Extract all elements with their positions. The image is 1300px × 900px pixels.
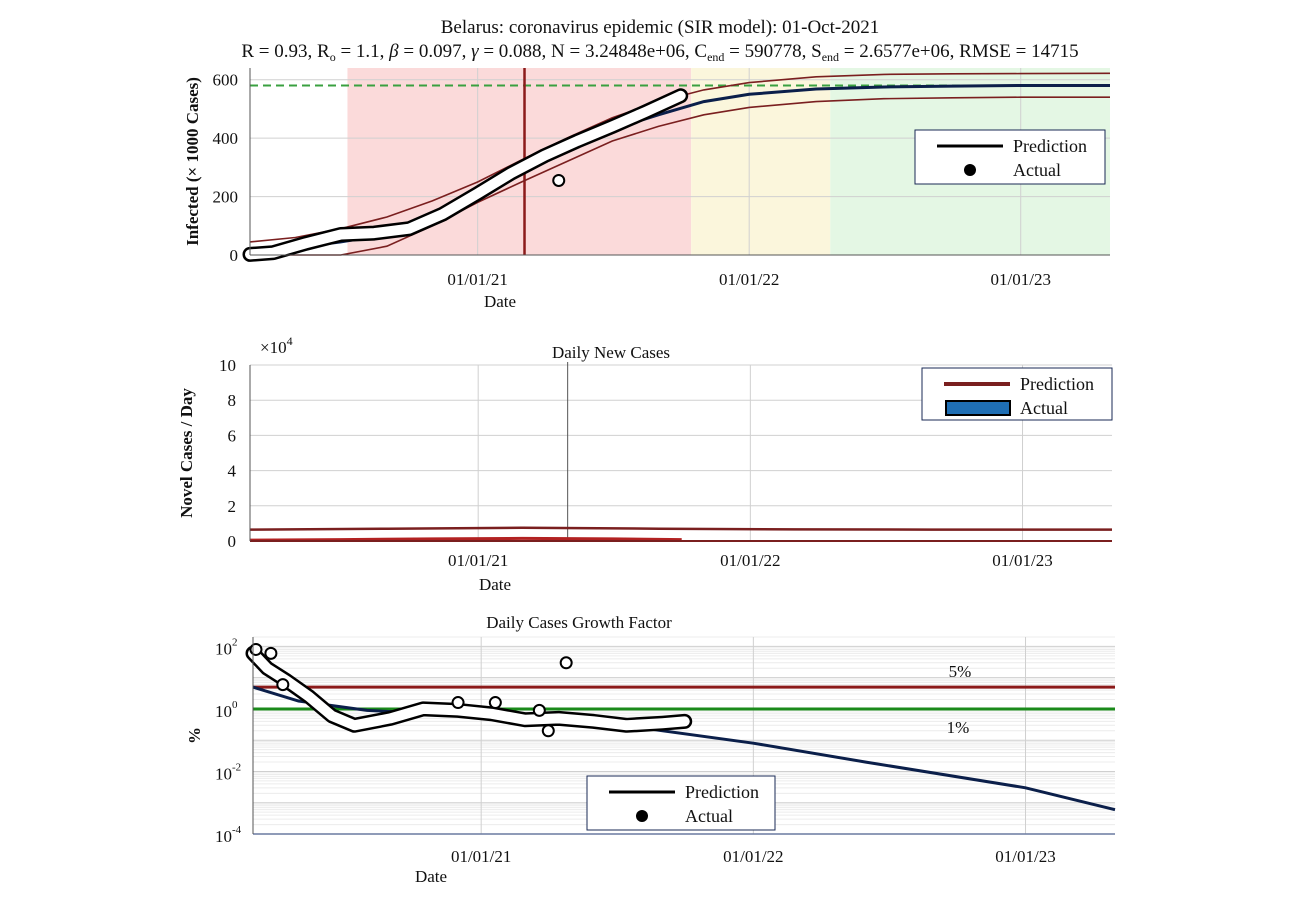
legend-dot-swatch <box>636 810 648 822</box>
growth-actual-line <box>248 648 690 731</box>
growth-x-axis-label: Date <box>415 867 447 886</box>
daily-y-tick-label: 4 <box>228 462 237 481</box>
infected-panel: 0 200 400 600 01/01/21 01/01/22 01/01/23 Date In… <box>183 68 1111 311</box>
growth-y-axis-label: % <box>185 727 204 744</box>
growth-actual-point <box>541 724 555 738</box>
figure-subtitle: R = 0.93, Ro = 1.1, β = 0.097, γ = 0.088… <box>241 41 1078 64</box>
growth-actual-point <box>451 696 465 710</box>
infected-y-axis-label: Infected (× 1000 Cases) <box>183 77 202 246</box>
daily-x-tick-label: 01/01/21 <box>448 551 508 570</box>
growth-actual-point <box>532 703 546 717</box>
daily-actual-line <box>249 536 682 542</box>
infected-y-tick-label: 200 <box>213 188 239 207</box>
daily-y-tick-label: 2 <box>228 497 237 516</box>
infected-x-tick-label: 01/01/22 <box>719 270 779 289</box>
growth-actual-point <box>559 656 573 670</box>
growth-actual-point <box>276 678 290 692</box>
growth-actual-point <box>488 696 502 710</box>
lower-bound-line <box>250 96 1110 256</box>
infected-y-tick-label: 400 <box>213 129 239 148</box>
growth-actual-point <box>264 646 278 660</box>
growth-y-tick-exponent: -2 <box>232 761 241 773</box>
daily-y-multiplier-exponent: 4 <box>287 334 293 348</box>
growth-title: Daily Cases Growth Factor <box>486 613 672 632</box>
legend-label: Prediction <box>1020 374 1094 394</box>
growth-y-tick-label: 10-4 <box>215 824 242 846</box>
growth-x-tick-label: 01/01/21 <box>451 847 511 866</box>
zone-yellow <box>691 68 831 255</box>
infected-y-tick-label: 600 <box>213 71 239 90</box>
actual-line <box>245 90 686 260</box>
growth-y-tick-label: 10-2 <box>215 761 241 783</box>
growth-y-tick-exponent: 2 <box>232 636 238 648</box>
growth-actual-point <box>249 642 263 656</box>
daily-y-tick-label: 8 <box>228 391 237 410</box>
daily-y-tick-label: 6 <box>228 426 237 445</box>
growth-x-tick-label: 01/01/23 <box>995 847 1055 866</box>
growth-y-tick-exponent: 0 <box>232 699 238 711</box>
growth-factor-panel: 102 100 10-2 10-4 5% 1% Daily Cases Growth Fac… <box>185 613 1116 886</box>
growth-legend <box>586 775 776 831</box>
legend-dot-swatch <box>964 164 976 176</box>
legend-label: Actual <box>685 806 733 826</box>
growth-y-tick-label: 102 <box>215 636 238 658</box>
legend-label: Actual <box>1013 160 1061 180</box>
legend-label: Actual <box>1020 398 1068 418</box>
threshold-1-label: 1% <box>947 718 970 737</box>
daily-title: Daily New Cases <box>552 343 670 362</box>
daily-y-multiplier: ×104 <box>260 334 293 357</box>
infected-x-axis-label: Date <box>484 292 516 311</box>
legend-bar-swatch <box>945 400 1011 416</box>
daily-y-tick-label: 0 <box>228 532 237 551</box>
growth-x-tick-label: 01/01/22 <box>723 847 783 866</box>
infected-legend <box>914 129 1106 185</box>
daily-prediction-line <box>249 526 1112 531</box>
growth-y-tick-label: 100 <box>215 699 238 721</box>
daily-x-tick-label: 01/01/23 <box>992 551 1052 570</box>
infected-x-tick-label: 01/01/21 <box>447 270 507 289</box>
infected-y-tick-label: 0 <box>230 246 239 265</box>
upper-bound-line <box>249 72 1111 243</box>
daily-new-cases-panel: 0 2 4 6 8 10 ×104 Daily New Cases 01/01/21 01/01/… <box>177 334 1113 594</box>
actual-outlier-point <box>552 173 566 187</box>
daily-y-axis-label: Novel Cases / Day <box>177 388 196 518</box>
daily-y-tick-label: 10 <box>219 356 236 375</box>
threshold-5-label: 5% <box>949 662 972 681</box>
growth-y-tick-exponent: -4 <box>232 824 242 836</box>
daily-x-tick-label: 01/01/22 <box>720 551 780 570</box>
legend-label: Prediction <box>1013 136 1087 156</box>
figure-title: Belarus: coronavirus epidemic (SIR model… <box>441 17 879 38</box>
daily-x-axis-label: Date <box>479 575 511 594</box>
infected-x-tick-label: 01/01/23 <box>991 270 1051 289</box>
legend-label: Prediction <box>685 782 759 802</box>
